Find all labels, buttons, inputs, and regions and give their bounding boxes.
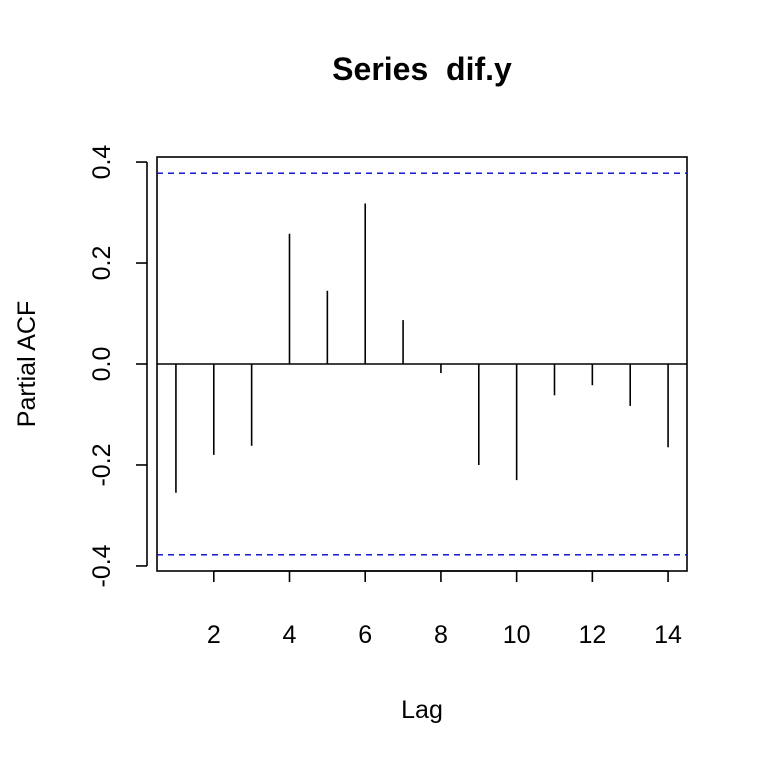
chart-title: Series dif.y: [332, 51, 512, 87]
x-tick-label: 8: [434, 621, 448, 649]
y-tick-label: 0.4: [88, 145, 116, 180]
y-tick-label: 0.0: [88, 347, 116, 382]
y-tick-label: -0.4: [88, 544, 116, 587]
x-tick-label: 12: [578, 621, 606, 649]
y-axis-label: Partial ACF: [13, 301, 41, 427]
y-tick-label: -0.2: [88, 443, 116, 486]
x-tick-label: 14: [654, 621, 682, 649]
x-axis-label: Lag: [401, 696, 443, 724]
plot-marks: [157, 172, 687, 556]
x-tick-label: 2: [207, 621, 221, 649]
x-tick-label: 4: [283, 621, 297, 649]
x-axis: 2 4 6 8 10 12 14: [207, 570, 682, 649]
x-tick-label: 10: [503, 621, 531, 649]
x-tick-label: 6: [358, 621, 372, 649]
y-tick-label: 0.2: [88, 246, 116, 281]
y-axis: -0.4 -0.2 0.0 0.2 0.4: [88, 145, 148, 587]
